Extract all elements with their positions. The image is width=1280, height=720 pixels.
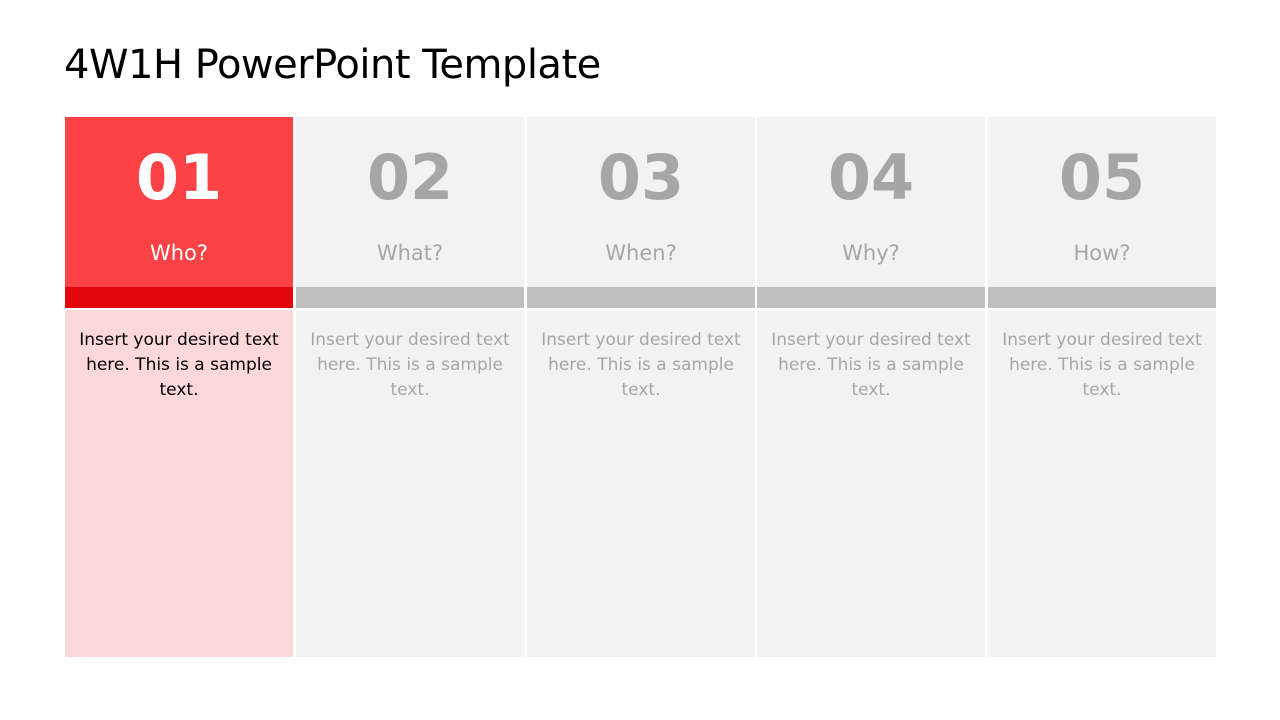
column-text: Insert your desired text here. This is a… bbox=[79, 330, 279, 400]
slide-title: 4W1H PowerPoint Template bbox=[64, 42, 601, 88]
column-header: 03 When? bbox=[527, 117, 755, 287]
column-body: Insert your desired text here. This is a… bbox=[296, 310, 524, 657]
column-question: When? bbox=[605, 241, 677, 265]
column-divider-bar bbox=[65, 287, 293, 308]
column-number: 04 bbox=[827, 141, 915, 214]
column-divider-bar bbox=[757, 287, 985, 308]
column-number: 05 bbox=[1058, 141, 1146, 214]
column-header: 04 Why? bbox=[757, 117, 985, 287]
column-body: Insert your desired text here. This is a… bbox=[757, 310, 985, 657]
column-text: Insert your desired text here. This is a… bbox=[1002, 330, 1202, 400]
column-text: Insert your desired text here. This is a… bbox=[310, 330, 510, 400]
column-why: 04 Why? Insert your desired text here. T… bbox=[757, 117, 985, 657]
column-text: Insert your desired text here. This is a… bbox=[771, 330, 971, 400]
column-body: Insert your desired text here. This is a… bbox=[527, 310, 755, 657]
column-number: 02 bbox=[366, 141, 454, 214]
column-how: 05 How? Insert your desired text here. T… bbox=[988, 117, 1216, 657]
column-header: 02 What? bbox=[296, 117, 524, 287]
column-question: Why? bbox=[842, 241, 900, 265]
column-body: Insert your desired text here. This is a… bbox=[988, 310, 1216, 657]
column-divider-bar bbox=[988, 287, 1216, 308]
column-number: 03 bbox=[597, 141, 685, 214]
column-body: Insert your desired text here. This is a… bbox=[65, 310, 293, 657]
column-what: 02 What? Insert your desired text here. … bbox=[296, 117, 524, 657]
column-question: What? bbox=[376, 241, 444, 265]
column-header: 01 Who? bbox=[65, 117, 293, 287]
column-divider-bar bbox=[296, 287, 524, 308]
column-when: 03 When? Insert your desired text here. … bbox=[527, 117, 755, 657]
column-number: 01 bbox=[135, 141, 223, 214]
column-divider-bar bbox=[527, 287, 755, 308]
column-text: Insert your desired text here. This is a… bbox=[541, 330, 741, 400]
column-question: How? bbox=[1073, 241, 1131, 265]
column-header: 05 How? bbox=[988, 117, 1216, 287]
column-who: 01 Who? Insert your desired text here. T… bbox=[65, 117, 293, 657]
column-question: Who? bbox=[149, 241, 209, 265]
